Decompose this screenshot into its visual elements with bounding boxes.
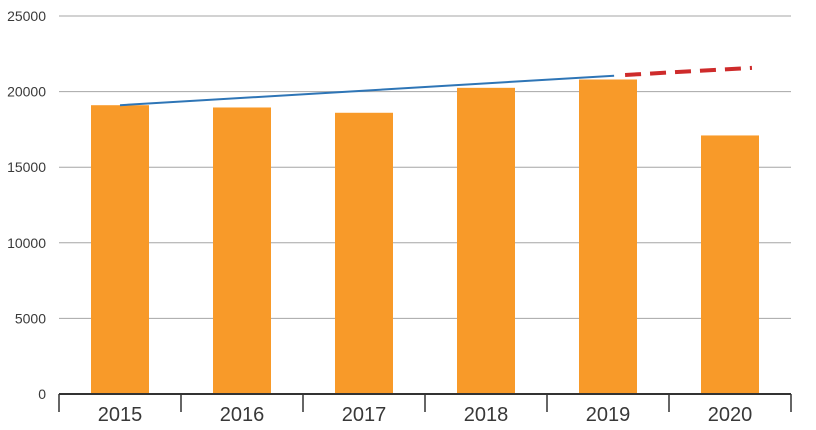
bar-2019 <box>579 79 637 394</box>
y-axis-tick-label-25000: 25000 <box>7 8 46 24</box>
y-axis-tick-label-0: 0 <box>38 386 46 402</box>
y-axis-tick-label-15000: 15000 <box>7 159 46 175</box>
y-axis-tick-label-10000: 10000 <box>7 235 46 251</box>
x-axis-label-2017: 2017 <box>342 404 387 426</box>
x-axis-label-2019: 2019 <box>586 404 631 426</box>
bar-2015 <box>91 105 149 394</box>
forecast-line <box>624 65 753 77</box>
bar-2020 <box>701 135 759 394</box>
bar-2016 <box>213 107 271 394</box>
x-axis-label-2016: 2016 <box>220 404 265 426</box>
x-axis-label-2020: 2020 <box>708 404 753 426</box>
bar-2018 <box>457 87 515 394</box>
bar-2017 <box>335 112 393 394</box>
x-axis-label-2015: 2015 <box>98 404 143 426</box>
trend-line <box>119 74 615 107</box>
y-axis-tick-label-5000: 5000 <box>15 310 46 326</box>
y-axis-tick-label-20000: 20000 <box>7 84 46 100</box>
x-axis-label-2018: 2018 <box>464 404 509 426</box>
